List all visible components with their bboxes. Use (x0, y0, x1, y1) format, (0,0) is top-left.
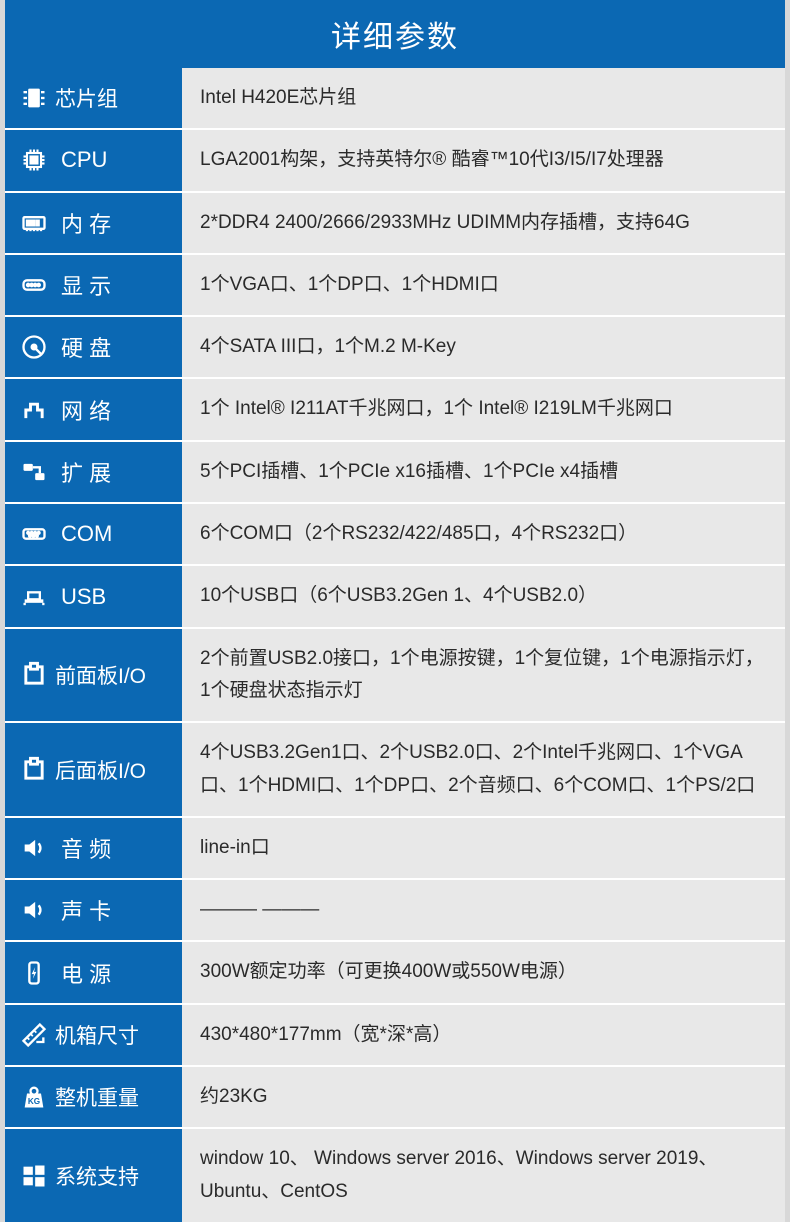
spec-label-text: 电 源 (61, 957, 111, 989)
spec-label: 机箱尺寸 (5, 1005, 182, 1065)
spec-value: 2*DDR4 2400/2666/2933MHz UDIMM内存插槽，支持64G (182, 193, 785, 253)
com-icon (19, 519, 49, 549)
rear-io-icon (19, 755, 49, 785)
spec-row: 后面板I/O 4个USB3.2Gen1口、2个USB2.0口、2个Intel千兆网… (5, 723, 785, 818)
spec-value: 4个SATA III口，1个M.2 M-Key (182, 317, 785, 377)
spec-value: 2个前置USB2.0接口，1个电源按键，1个复位键，1个电源指示灯，1个硬盘状态… (182, 629, 785, 722)
spec-label-text: 扩 展 (61, 456, 111, 488)
spec-label-text: 显 示 (61, 269, 111, 301)
spec-value: 430*480*177mm（宽*深*高） (182, 1005, 785, 1065)
spec-label-text: 硬 盘 (61, 331, 111, 363)
spec-value: line-in口 (182, 818, 785, 878)
usb-icon (19, 582, 49, 612)
spec-row: KG 整机重量 约23KG (5, 1067, 785, 1129)
spec-label: KG 整机重量 (5, 1067, 182, 1127)
spec-value: 10个USB口（6个USB3.2Gen 1、4个USB2.0） (182, 566, 785, 626)
spec-value: 1个VGA口、1个DP口、1个HDMI口 (182, 255, 785, 315)
cpu-icon (19, 145, 49, 175)
spec-label-text: 音 频 (61, 832, 111, 864)
spec-label-text: USB (61, 584, 106, 610)
spec-label: 网 络 (5, 379, 182, 439)
spec-label-text: 整机重量 (55, 1082, 139, 1112)
spec-value: 5个PCI插槽、1个PCIe x16插槽、1个PCIe x4插槽 (182, 442, 785, 502)
spec-value: Intel H420E芯片组 (182, 68, 785, 128)
spec-label: 芯片组 (5, 68, 182, 128)
size-icon (19, 1020, 49, 1050)
spec-label: 系统支持 (5, 1129, 182, 1222)
spec-row: USB 10个USB口（6个USB3.2Gen 1、4个USB2.0） (5, 566, 785, 628)
spec-label: 内 存 (5, 193, 182, 253)
spec-label: 音 频 (5, 818, 182, 878)
network-icon (19, 395, 49, 425)
spec-row: 显 示 1个VGA口、1个DP口、1个HDMI口 (5, 255, 785, 317)
spec-label-text: 系统支持 (55, 1161, 139, 1191)
spec-label-text: 内 存 (61, 207, 111, 239)
power-icon (19, 958, 49, 988)
spec-label: 后面板I/O (5, 723, 182, 816)
spec-label-text: 芯片组 (55, 83, 118, 113)
spec-value: ——— ——— (182, 880, 785, 940)
spec-label-text: 网 络 (61, 394, 111, 426)
spec-value: LGA2001构架，支持英特尔® 酷睿™10代I3/I5/I7处理器 (182, 130, 785, 190)
spec-label-text: 机箱尺寸 (55, 1020, 139, 1050)
spec-row: 网 络 1个 Intel® I211AT千兆网口，1个 Intel® I219LM… (5, 379, 785, 441)
spec-label: COM (5, 504, 182, 564)
expand-icon (19, 457, 49, 487)
chipset-icon (19, 83, 49, 113)
weight-icon: KG (19, 1082, 49, 1112)
spec-label: 显 示 (5, 255, 182, 315)
display-icon (19, 270, 49, 300)
spec-row: 芯片组 Intel H420E芯片组 (5, 68, 785, 130)
spec-label: 声 卡 (5, 880, 182, 940)
front-io-icon (19, 660, 49, 690)
spec-value: 约23KG (182, 1067, 785, 1127)
spec-label-text: 前面板I/O (55, 660, 146, 690)
spec-row: 系统支持 window 10、 Windows server 2016、Windo… (5, 1129, 785, 1222)
spec-label-text: 声 卡 (61, 894, 111, 926)
spec-row: 声 卡 ——— ——— (5, 880, 785, 942)
sound-icon (19, 895, 49, 925)
spec-label: 电 源 (5, 942, 182, 1002)
spec-value: 300W额定功率（可更换400W或550W电源） (182, 942, 785, 1002)
spec-row: 电 源 300W额定功率（可更换400W或550W电源） (5, 942, 785, 1004)
spec-value: 6个COM口（2个RS232/422/485口，4个RS232口） (182, 504, 785, 564)
svg-text:KG: KG (28, 1097, 40, 1106)
memory-icon (19, 208, 49, 238)
spec-row: COM 6个COM口（2个RS232/422/485口，4个RS232口） (5, 504, 785, 566)
spec-row: 机箱尺寸 430*480*177mm（宽*深*高） (5, 1005, 785, 1067)
spec-label: USB (5, 566, 182, 626)
audio-icon (19, 833, 49, 863)
spec-row: 扩 展 5个PCI插槽、1个PCIe x16插槽、1个PCIe x4插槽 (5, 442, 785, 504)
spec-value: 4个USB3.2Gen1口、2个USB2.0口、2个Intel千兆网口、1个VG… (182, 723, 785, 816)
spec-row: 音 频 line-in口 (5, 818, 785, 880)
hdd-icon (19, 332, 49, 362)
spec-table: 详细参数 芯片组 Intel H420E芯片组 CPU LGA2001构架，支持英特尔… (5, 0, 785, 1222)
spec-label: 前面板I/O (5, 629, 182, 722)
spec-label-text: COM (61, 521, 112, 547)
spec-value: window 10、 Windows server 2016、Windows s… (182, 1129, 785, 1222)
spec-row: 内 存 2*DDR4 2400/2666/2933MHz UDIMM内存插槽，支持… (5, 193, 785, 255)
spec-label-text: CPU (61, 147, 107, 173)
os-icon (19, 1161, 49, 1191)
page-title: 详细参数 (5, 0, 785, 68)
spec-row: 前面板I/O 2个前置USB2.0接口，1个电源按键，1个复位键，1个电源指示灯，… (5, 629, 785, 724)
spec-row: CPU LGA2001构架，支持英特尔® 酷睿™10代I3/I5/I7处理器 (5, 130, 785, 192)
spec-label: 硬 盘 (5, 317, 182, 377)
spec-label-text: 后面板I/O (55, 755, 146, 785)
spec-value: 1个 Intel® I211AT千兆网口，1个 Intel® I219LM千兆网… (182, 379, 785, 439)
spec-row: 硬 盘 4个SATA III口，1个M.2 M-Key (5, 317, 785, 379)
spec-label: 扩 展 (5, 442, 182, 502)
spec-label: CPU (5, 130, 182, 190)
